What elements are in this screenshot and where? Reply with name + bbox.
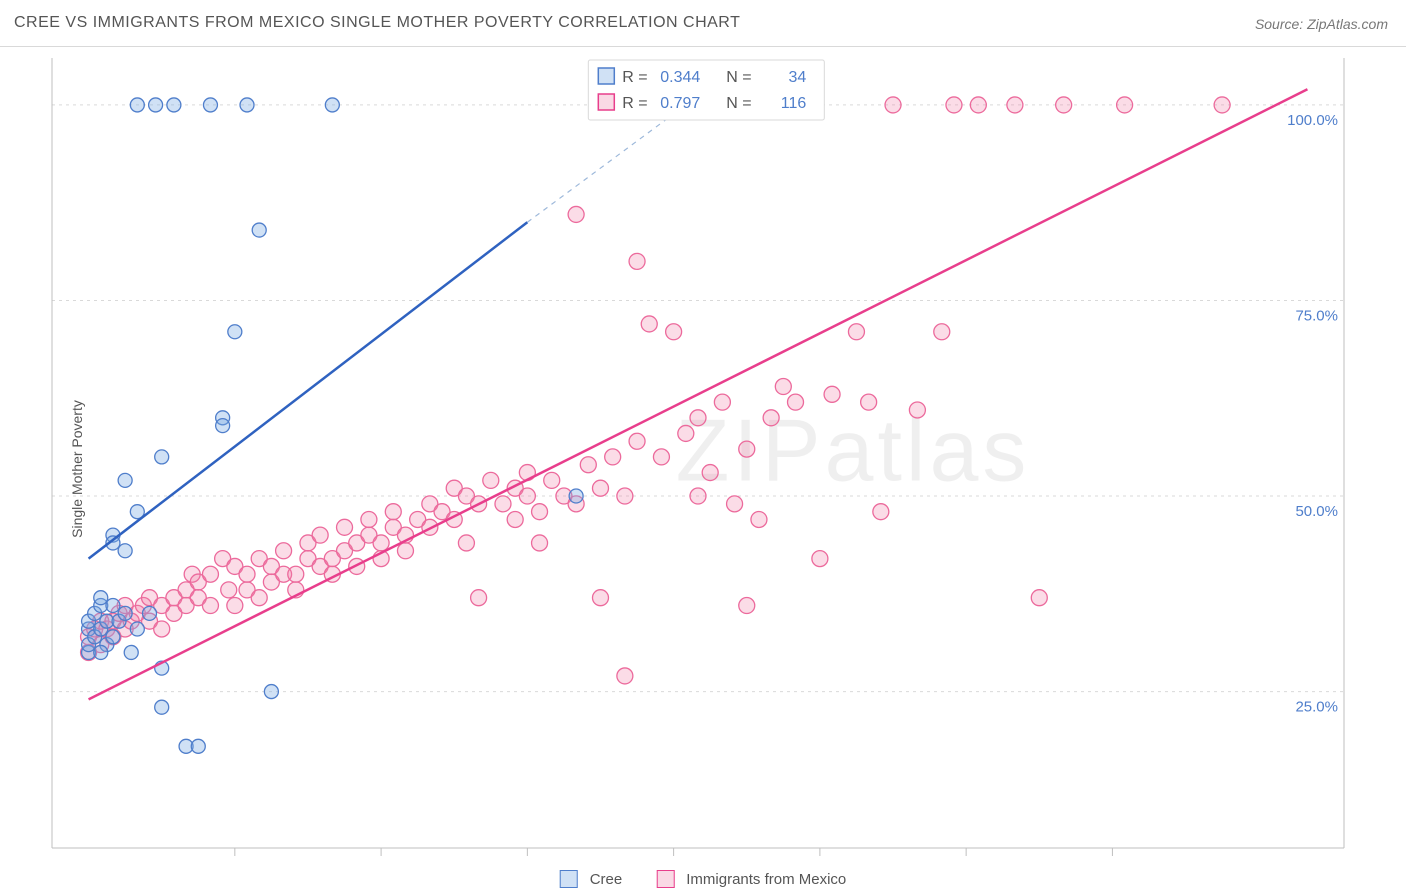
svg-text:100.0%: 100.0% xyxy=(1287,112,1338,129)
scatter-chart: 25.0% 50.0% 75.0% 100.0% 0.0% 100.0% ZIPatlas R… xyxy=(0,46,1406,862)
y-axis-label: Single Mother Poverty xyxy=(69,400,85,538)
svg-text:25.0%: 25.0% xyxy=(1295,699,1338,716)
svg-text:N =: N = xyxy=(726,69,751,86)
svg-text:0.0%: 0.0% xyxy=(81,861,115,862)
legend-swatch-cree xyxy=(560,870,578,888)
svg-text:R =: R = xyxy=(622,95,647,112)
legend-label-immigrants: Immigrants from Mexico xyxy=(686,871,846,888)
svg-text:R =: R = xyxy=(622,69,647,86)
svg-text:75.0%: 75.0% xyxy=(1295,307,1338,324)
svg-text:N =: N = xyxy=(726,95,751,112)
bottom-legend: Cree Immigrants from Mexico xyxy=(560,870,847,888)
svg-text:34: 34 xyxy=(789,69,807,86)
chart-container: Single Mother Poverty 25.0% 50.0% 75.0% 100… xyxy=(0,46,1406,892)
svg-text:0.344: 0.344 xyxy=(660,69,700,86)
svg-text:50.0%: 50.0% xyxy=(1295,503,1338,520)
svg-text:0.797: 0.797 xyxy=(660,95,700,112)
svg-text:ZIPatlas: ZIPatlas xyxy=(676,400,1031,499)
svg-text:100.0%: 100.0% xyxy=(1259,861,1310,862)
source-text: Source: ZipAtlas.com xyxy=(1255,16,1388,32)
page-title: CREE VS IMMIGRANTS FROM MEXICO SINGLE MO… xyxy=(14,14,740,32)
svg-text:116: 116 xyxy=(781,95,807,112)
legend-swatch-immigrants xyxy=(656,870,674,888)
legend-label-cree: Cree xyxy=(590,871,623,888)
